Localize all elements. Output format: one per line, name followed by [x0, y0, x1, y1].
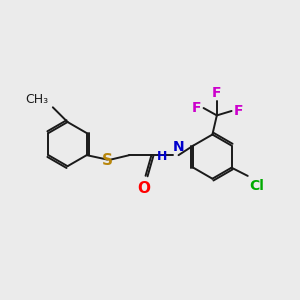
Text: N: N	[173, 140, 185, 154]
Text: CH₃: CH₃	[25, 93, 48, 106]
Text: O: O	[138, 181, 151, 196]
Text: F: F	[234, 104, 243, 118]
Text: S: S	[102, 153, 113, 168]
Text: F: F	[212, 86, 222, 100]
Text: Cl: Cl	[249, 179, 264, 193]
Text: H: H	[157, 149, 167, 163]
Text: F: F	[192, 101, 201, 115]
